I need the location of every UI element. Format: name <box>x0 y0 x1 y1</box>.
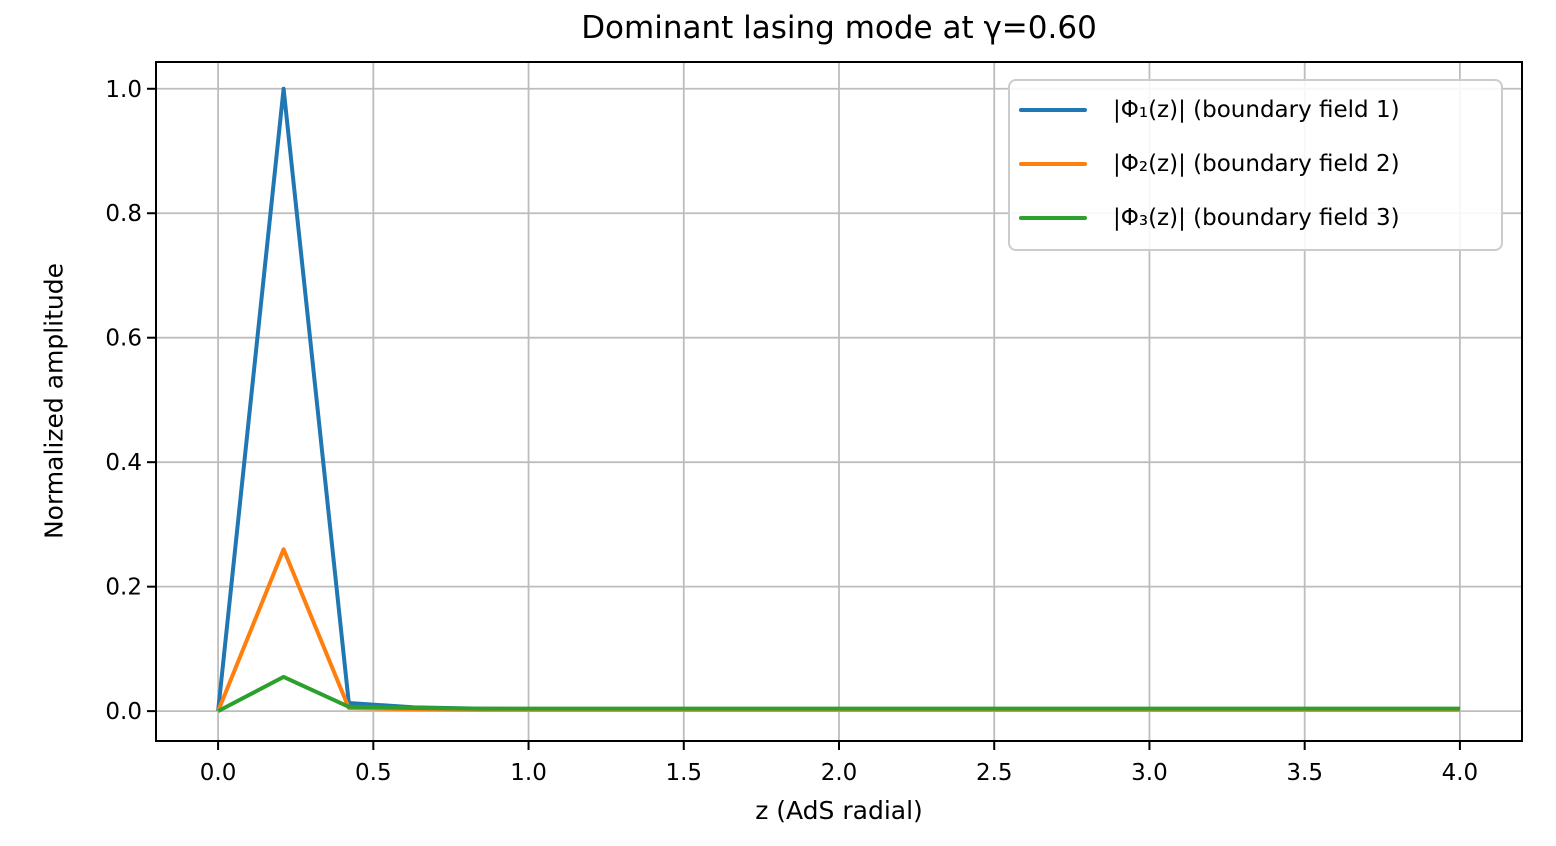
series-lines <box>216 86 1460 713</box>
x-tick-label: 3.5 <box>1286 760 1323 786</box>
x-tick-label: 2.0 <box>821 760 858 786</box>
x-tick-label: 0.0 <box>200 760 237 786</box>
chart-title: Dominant lasing mode at γ=0.60 <box>581 10 1097 46</box>
legend-item-field-2: |Φ₂(z)| (boundary field 2) <box>1010 137 1501 191</box>
legend-line-sample-3 <box>1019 216 1087 220</box>
legend-label-2: |Φ₂(z)| (boundary field 2) <box>1113 151 1400 177</box>
legend-label-3: |Φ₃(z)| (boundary field 3) <box>1113 205 1400 231</box>
x-tick-label: 4.0 <box>1442 760 1479 786</box>
tick-marks <box>147 87 1461 750</box>
x-tick-label: 3.0 <box>1131 760 1168 786</box>
legend-line-sample-2 <box>1019 162 1087 166</box>
legend-label-1: |Φ₁(z)| (boundary field 1) <box>1113 97 1400 123</box>
y-tick-label: 0.0 <box>105 699 142 725</box>
y-axis-label: Normalized amplitude <box>39 262 69 540</box>
y-tick-label: 0.8 <box>105 201 142 227</box>
legend-line-sample-1 <box>1019 108 1087 112</box>
legend-item-field-1: |Φ₁(z)| (boundary field 1) <box>1010 83 1501 137</box>
legend: |Φ₁(z)| (boundary field 1) |Φ₂(z)| (boun… <box>1008 79 1503 251</box>
x-tick-label: 2.5 <box>976 760 1013 786</box>
x-tick-label: 0.5 <box>355 760 392 786</box>
y-tick-label: 0.2 <box>105 575 142 601</box>
legend-item-field-3: |Φ₃(z)| (boundary field 3) <box>1010 191 1501 245</box>
x-axis-label: z (AdS radial) <box>755 796 923 825</box>
x-tick-label: 1.5 <box>665 760 702 786</box>
x-tick-label: 1.0 <box>510 760 547 786</box>
y-tick-label: 1.0 <box>105 77 142 103</box>
series-line-3 <box>217 674 1460 713</box>
tick-labels: 0.0 0.5 1.0 1.5 2.0 2.5 3.0 3.5 4.0 0.0 0.2 0.4 0.6 0… <box>105 77 1478 786</box>
y-tick-label: 0.6 <box>105 326 142 352</box>
y-tick-label: 0.4 <box>105 450 142 476</box>
